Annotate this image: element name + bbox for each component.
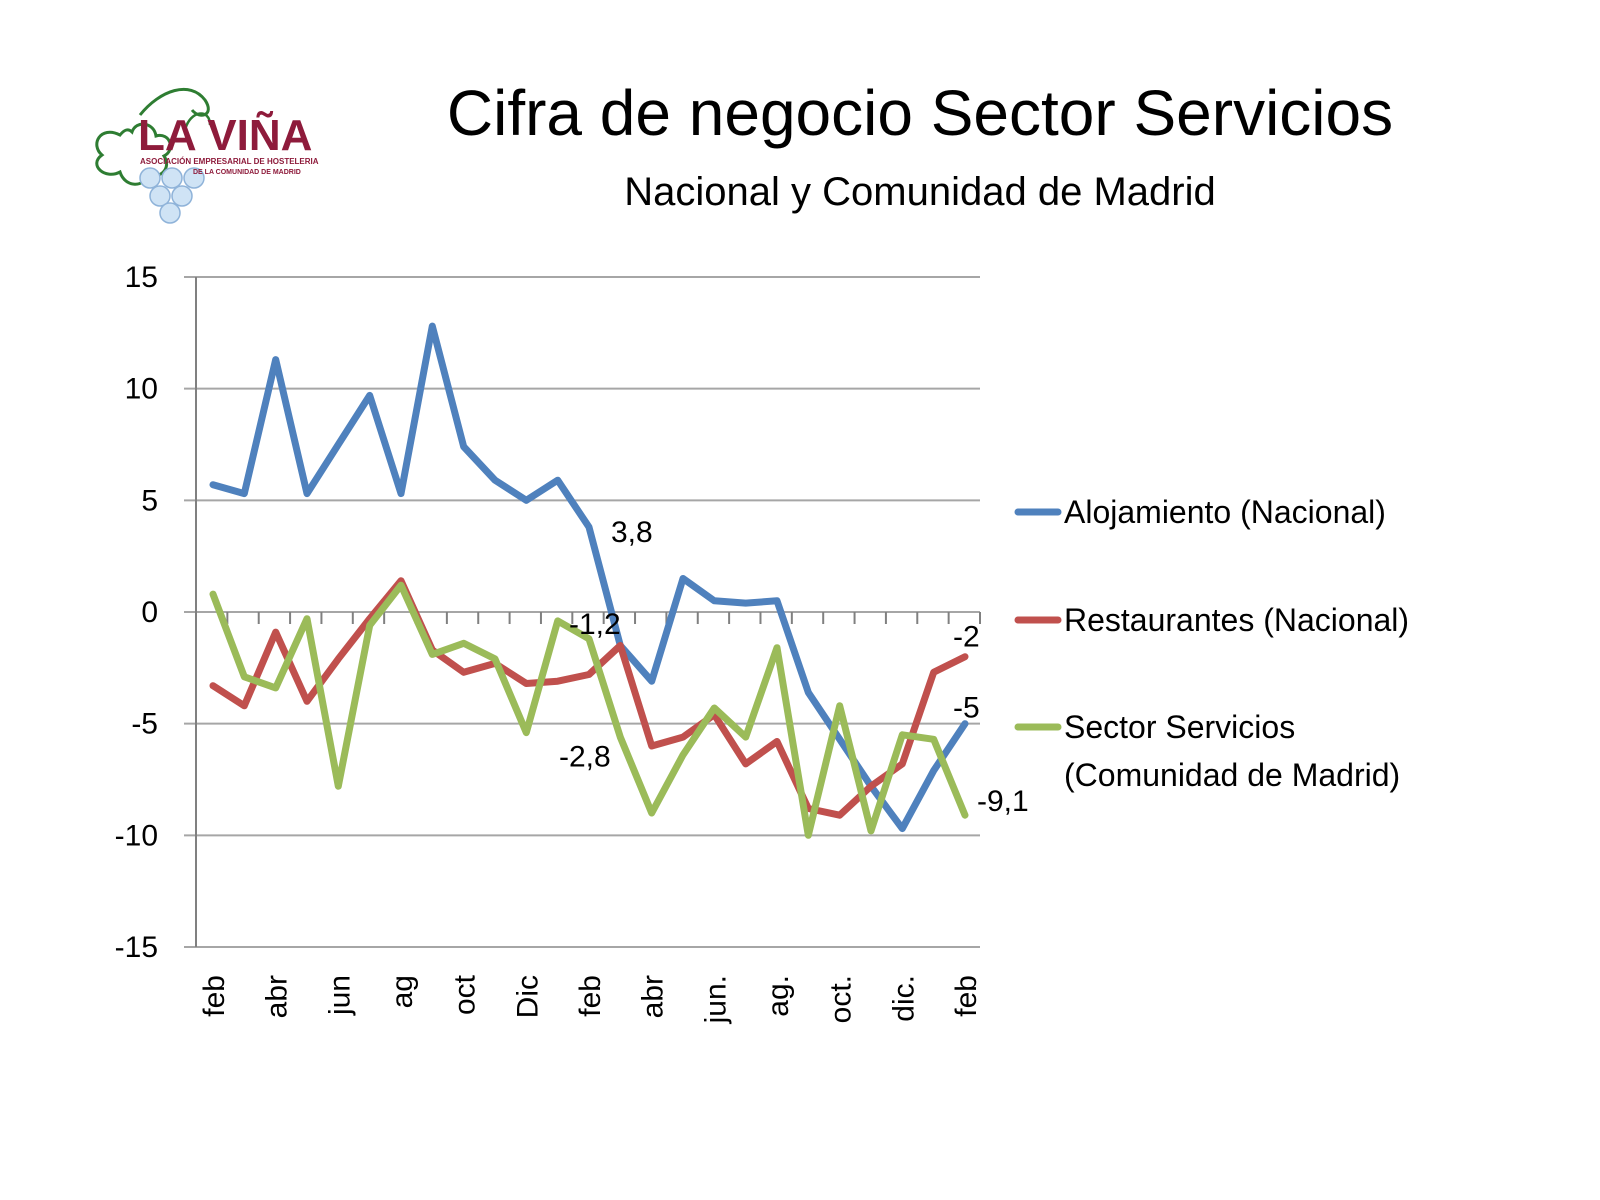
- x-tick-label: feb: [198, 975, 231, 1017]
- x-tick-label: oct: [449, 974, 482, 1015]
- y-tick-label: 5: [141, 484, 158, 517]
- vine-tendril-icon: [138, 87, 210, 117]
- data-label: 3,8: [611, 516, 653, 549]
- grapes-icon: [139, 167, 205, 224]
- x-tick-label: abr: [637, 975, 670, 1018]
- legend-label: (Comunidad de Madrid): [1064, 757, 1400, 793]
- legend-label: Alojamiento (Nacional): [1064, 494, 1386, 530]
- grid-lines: [184, 276, 980, 948]
- data-label: -1,2: [569, 608, 621, 641]
- legend-label: Restaurantes (Nacional): [1064, 602, 1409, 638]
- x-tick-label: jun: [323, 975, 356, 1016]
- y-tick-label: -5: [131, 708, 158, 741]
- logo-text: LA VIÑA: [138, 110, 312, 160]
- x-tick-label: Dic: [511, 975, 544, 1018]
- data-label: -2,8: [559, 741, 611, 774]
- x-tick-label: feb: [574, 975, 607, 1017]
- logo-tagline-1: ASOCIACIÓN EMPRESARIAL DE HOSTELERIA: [140, 157, 319, 166]
- x-tick-label: ag: [386, 975, 419, 1008]
- x-tick-label: oct.: [825, 975, 858, 1023]
- data-label: -2: [953, 621, 980, 654]
- legend: Alojamiento (Nacional) Restaurantes (Naci…: [1014, 494, 1409, 793]
- y-tick-label: 15: [125, 261, 158, 294]
- data-label: -5: [953, 692, 980, 725]
- data-label: -9,1: [977, 785, 1029, 818]
- chart-axes: [195, 277, 981, 947]
- series-line-restaurantes: [209, 577, 969, 819]
- x-tick-label: jun.: [699, 975, 732, 1024]
- y-tick-label: -15: [115, 931, 158, 964]
- series-line-alojamiento: [209, 322, 969, 833]
- y-tick-label: -10: [115, 819, 158, 852]
- logo-graphic: LA VIÑA ASOCIACIÓN EMPRESARIAL DE HOSTEL…: [95, 87, 319, 224]
- logo: LA VIÑA ASOCIACIÓN EMPRESARIAL DE HOSTEL…: [80, 70, 340, 225]
- x-axis-ticks: feb abr jun ag oct Dic feb abr jun. ag. oct. dic. fe…: [198, 974, 983, 1024]
- x-tick-label: ag.: [762, 975, 795, 1017]
- y-tick-label: 0: [141, 596, 158, 629]
- chart-subtitle: Nacional y Comunidad de Madrid: [624, 170, 1216, 214]
- chart-title: Cifra de negocio Sector Servicios: [446, 77, 1394, 149]
- x-tick-label: dic.: [887, 975, 920, 1022]
- series-line-servicios: [209, 581, 969, 839]
- legend-label: Sector Servicios: [1064, 709, 1295, 745]
- series-lines: [209, 322, 969, 839]
- y-axis-ticks: 15 10 5 0 -5 -10 -15: [115, 261, 158, 964]
- x-tick-label: feb: [950, 975, 983, 1017]
- logo-tagline-2: DE LA COMUNIDAD DE MADRID: [193, 169, 301, 176]
- x-tick-label: abr: [261, 975, 294, 1018]
- y-tick-label: 10: [125, 373, 158, 406]
- data-labels: 3,8 -5 -2,8 -2 -1,2 -9,1: [559, 516, 1029, 818]
